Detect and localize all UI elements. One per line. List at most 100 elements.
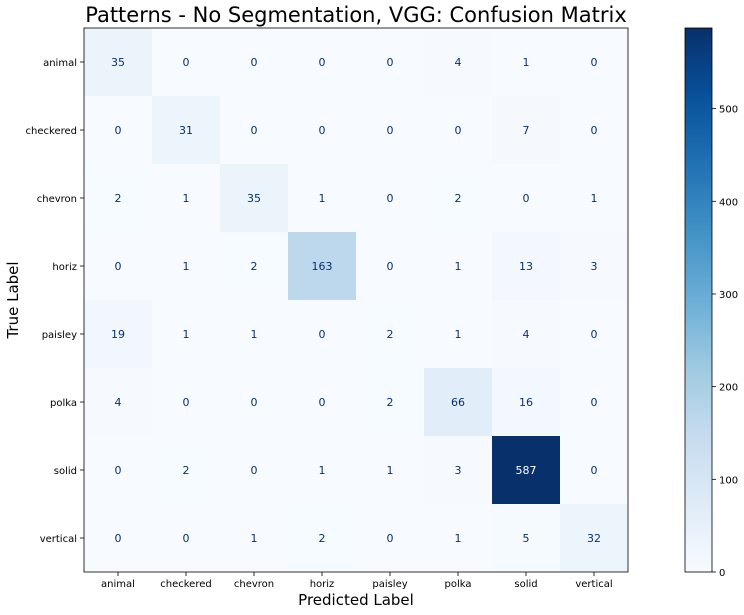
cell-value-label: 1 (455, 328, 462, 341)
matrix-cell (152, 504, 220, 572)
x-tick-labels: animal checkered chevron horiz paisley polka s… (101, 572, 613, 590)
cell-value-label: 2 (387, 328, 394, 341)
matrix-cells: 35 0 0 0 0 4 1 00 31 0 0 0 0 7 02 1 35 1 0 2 0 10 1 2 163 0 1 13 319… (84, 28, 628, 572)
y-tick-label: paisley (42, 330, 77, 341)
matrix-cell (560, 504, 628, 572)
x-tick-label: polka (445, 579, 472, 590)
matrix-cell (424, 504, 492, 572)
matrix-cell (424, 232, 492, 300)
cell-value-label: 0 (115, 464, 122, 477)
matrix-cell (152, 436, 220, 504)
cell-value-label: 4 (115, 396, 122, 409)
cell-value-label: 1 (251, 328, 258, 341)
cell-value-label: 0 (115, 532, 122, 545)
cell-value-label: 13 (519, 260, 533, 273)
matrix-cell (560, 300, 628, 368)
cell-value-label: 163 (312, 260, 333, 273)
cell-value-label: 3 (591, 260, 598, 273)
cell-value-label: 1 (591, 192, 598, 205)
cell-value-label: 4 (455, 56, 462, 69)
cell-value-label: 0 (251, 464, 258, 477)
matrix-cell (492, 96, 560, 164)
cell-value-label: 35 (111, 56, 125, 69)
cell-value-label: 16 (519, 396, 533, 409)
cell-value-label: 0 (319, 396, 326, 409)
y-tick-label: horiz (52, 262, 77, 273)
cell-value-label: 0 (251, 124, 258, 137)
y-tick-label: animal (43, 58, 77, 69)
colorbar-tick-label: 300 (719, 290, 738, 301)
matrix-cell (492, 164, 560, 232)
cell-value-label: 1 (455, 532, 462, 545)
cell-value-label: 0 (523, 192, 530, 205)
cell-value-label: 0 (591, 328, 598, 341)
matrix-cell (220, 504, 288, 572)
matrix-cell (492, 504, 560, 572)
cell-value-label: 1 (523, 56, 530, 69)
cell-value-label: 0 (387, 532, 394, 545)
cell-value-label: 0 (387, 56, 394, 69)
x-tick-label: chevron (234, 579, 274, 590)
y-tick-label: solid (54, 466, 77, 477)
matrix-cell (152, 164, 220, 232)
cell-value-label: 2 (183, 464, 190, 477)
cell-value-label: 0 (115, 124, 122, 137)
matrix-cell (424, 28, 492, 96)
matrix-cell (492, 436, 560, 504)
matrix-cell (356, 300, 424, 368)
cell-value-label: 0 (455, 124, 462, 137)
colorbar-tick-label: 0 (719, 568, 725, 579)
matrix-cell (288, 232, 356, 300)
cell-value-label: 0 (591, 464, 598, 477)
matrix-cell (152, 300, 220, 368)
matrix-cell (288, 164, 356, 232)
matrix-cell (288, 96, 356, 164)
matrix-cell (424, 164, 492, 232)
cell-value-label: 1 (251, 532, 258, 545)
matrix-cell (152, 368, 220, 436)
cell-value-label: 0 (183, 56, 190, 69)
matrix-cell (492, 28, 560, 96)
matrix-cell (356, 232, 424, 300)
colorbar-tick-label: 400 (719, 197, 738, 208)
cell-value-label: 0 (591, 396, 598, 409)
cell-value-label: 19 (111, 328, 125, 341)
cell-value-label: 0 (183, 396, 190, 409)
cell-value-label: 32 (587, 532, 601, 545)
cell-value-label: 0 (251, 396, 258, 409)
matrix-cell (152, 96, 220, 164)
matrix-cell (84, 96, 152, 164)
cell-value-label: 3 (455, 464, 462, 477)
matrix-cell (220, 300, 288, 368)
matrix-cell (84, 436, 152, 504)
matrix-cell (356, 368, 424, 436)
matrix-cell (560, 164, 628, 232)
x-tick-label: vertical (575, 579, 612, 590)
matrix-cell (84, 300, 152, 368)
cell-value-label: 1 (387, 464, 394, 477)
cell-value-label: 4 (523, 328, 530, 341)
cell-value-label: 2 (251, 260, 258, 273)
x-axis-label: Predicted Label (298, 591, 414, 609)
matrix-cell (288, 28, 356, 96)
colorbar (684, 27, 713, 573)
colorbar-tick-label: 500 (719, 105, 738, 116)
matrix-cell (220, 164, 288, 232)
cell-value-label: 31 (179, 124, 193, 137)
x-tick-label: horiz (310, 579, 335, 590)
matrix-cell (560, 436, 628, 504)
x-tick-label: checkered (160, 579, 211, 590)
cell-value-label: 0 (591, 56, 598, 69)
cell-value-label: 66 (451, 396, 465, 409)
cell-value-label: 1 (183, 328, 190, 341)
matrix-cell (424, 368, 492, 436)
cell-value-label: 0 (591, 124, 598, 137)
cell-value-label: 2 (455, 192, 462, 205)
matrix-cell (492, 300, 560, 368)
matrix-cell (288, 300, 356, 368)
y-tick-label: checkered (26, 126, 77, 137)
cell-value-label: 1 (455, 260, 462, 273)
y-tick-labels: animal checkered chevron horiz paisley polka s… (26, 58, 84, 545)
matrix-cell (560, 368, 628, 436)
cell-value-label: 0 (387, 260, 394, 273)
